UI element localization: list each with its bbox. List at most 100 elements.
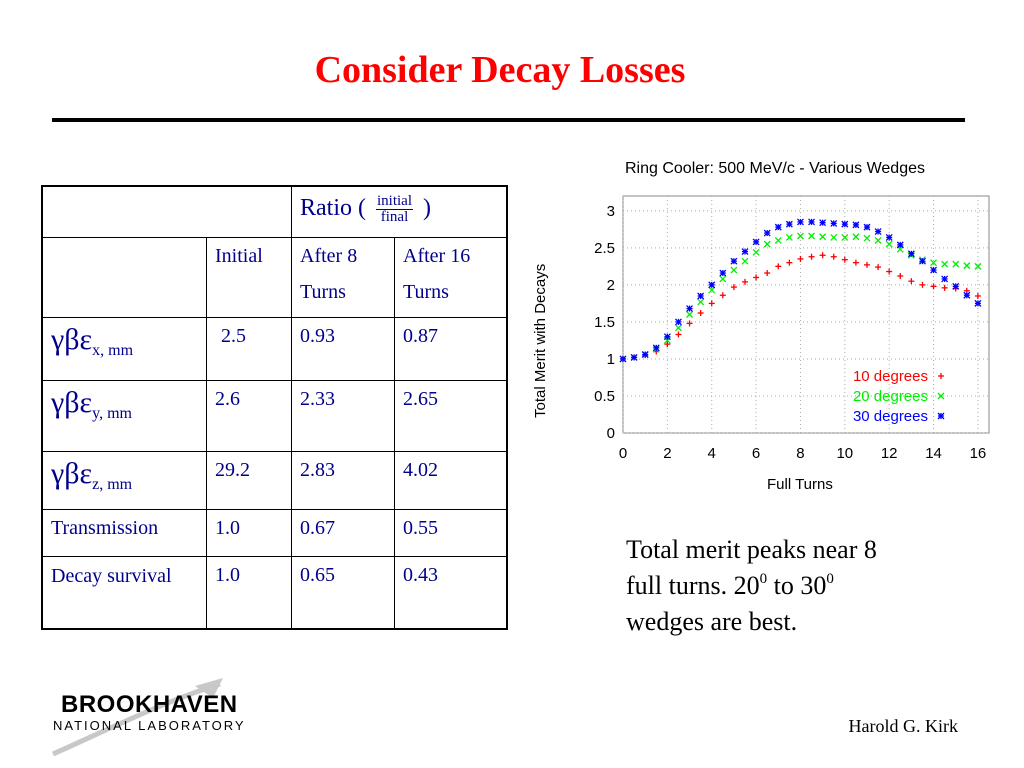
data-point xyxy=(808,232,816,240)
data-point xyxy=(730,257,738,265)
legend-entry: 20 degrees xyxy=(853,388,928,405)
cell-value: 29.2 xyxy=(206,451,292,510)
data-point xyxy=(907,250,915,258)
data-point xyxy=(930,266,938,274)
y-axis-ticks: 0 0.5 1 1.5 2 2.5 3 xyxy=(594,203,615,442)
data-point xyxy=(963,262,971,270)
cell-value: 2.5 xyxy=(206,317,292,381)
data-point xyxy=(885,240,893,248)
row-label-decay-survival: Decay survival xyxy=(41,556,207,629)
chart-legend: 10 degrees 20 degrees 30 degrees xyxy=(853,368,945,425)
plot-frame xyxy=(622,195,990,434)
title-divider xyxy=(52,118,965,122)
data-point xyxy=(641,351,649,358)
data-point xyxy=(841,220,849,228)
data-point xyxy=(885,234,893,241)
data-point xyxy=(675,331,682,338)
y-tick-label: 0.5 xyxy=(594,388,615,405)
table-row: γβεx, mm 2.5 0.93 0.87 xyxy=(41,317,508,381)
cell-value: 0.87 xyxy=(394,317,508,381)
chart-title: Ring Cooler: 500 MeV/c - Various Wedges xyxy=(625,160,925,177)
y-tick-label: 3 xyxy=(607,203,615,220)
header-initial: Initial xyxy=(206,237,292,318)
data-point xyxy=(730,284,737,291)
cell-value: 2.6 xyxy=(206,380,292,452)
legend-entry: 10 degrees xyxy=(853,368,928,385)
ratio-numerator: initial xyxy=(376,192,413,210)
ratio-denominator: final xyxy=(380,208,409,225)
data-point xyxy=(919,281,926,288)
data-point xyxy=(974,299,982,307)
brookhaven-logo: BROOKHAVEN NATIONAL LABORATORY xyxy=(51,678,246,756)
header-after-8: After 8 Turns xyxy=(291,237,395,318)
x-tick-label: 16 xyxy=(970,445,987,462)
data-point xyxy=(719,269,727,277)
x-tick-label: 6 xyxy=(752,445,760,462)
data-point xyxy=(819,233,827,241)
data-point xyxy=(775,263,782,270)
caption-line: full turns. 200 to 300 xyxy=(626,571,834,600)
data-point xyxy=(830,219,838,227)
data-point xyxy=(708,300,715,307)
data-point xyxy=(619,355,627,363)
data-point xyxy=(874,236,882,244)
y-tick-label: 2 xyxy=(607,277,615,294)
data-point xyxy=(908,278,915,285)
data-point xyxy=(930,283,937,290)
y-tick-label: 1 xyxy=(607,351,615,368)
data-point xyxy=(830,253,837,260)
data-point xyxy=(774,223,782,231)
data-point xyxy=(763,240,771,248)
x-tick-label: 2 xyxy=(663,445,671,462)
legend-marker xyxy=(937,392,945,400)
data-points xyxy=(619,218,982,363)
data-point xyxy=(952,260,960,268)
x-tick-label: 0 xyxy=(619,445,627,462)
cell-value: 0.43 xyxy=(394,556,508,629)
cell-value: 4.02 xyxy=(394,451,508,510)
caption-line: wedges are best. xyxy=(626,607,798,636)
data-point xyxy=(763,229,771,237)
ratio-header-cell: Ratio ( initial final ) xyxy=(291,185,508,238)
data-point xyxy=(719,275,727,283)
data-point xyxy=(863,223,871,231)
data-point xyxy=(841,256,848,263)
x-axis-ticks: 0 2 4 6 8 10 12 14 16 xyxy=(619,445,986,462)
data-point xyxy=(686,311,694,318)
data-point xyxy=(863,234,871,242)
data-point xyxy=(930,259,938,267)
row-label-emittance-x: γβεx, mm xyxy=(41,317,207,381)
data-point xyxy=(952,282,960,290)
y-tick-label: 0 xyxy=(607,425,615,442)
y-tick-label: 1.5 xyxy=(594,314,615,331)
data-point xyxy=(686,305,694,313)
data-point xyxy=(875,264,882,271)
x-axis-label: Full Turns xyxy=(767,476,833,493)
data-point xyxy=(852,259,859,266)
cell-value: 1.0 xyxy=(206,509,292,557)
data-point xyxy=(896,241,904,249)
table-header-row: Ratio ( initial final ) xyxy=(41,185,508,238)
data-point xyxy=(752,248,760,256)
data-point xyxy=(697,298,705,306)
x-tick-label: 8 xyxy=(796,445,804,462)
cell-value: 2.33 xyxy=(291,380,395,452)
data-point xyxy=(941,275,949,283)
data-point xyxy=(797,255,804,262)
row-label-transmission: Transmission xyxy=(41,509,207,557)
slide-title: Consider Decay Losses xyxy=(314,49,686,91)
data-point xyxy=(708,281,716,289)
data-point xyxy=(730,266,738,274)
data-point xyxy=(664,341,671,348)
data-point xyxy=(786,259,793,266)
cell-value: 0.65 xyxy=(291,556,395,629)
y-axis-label: Total Merit with Decays xyxy=(532,264,549,418)
data-point xyxy=(785,234,793,241)
cell-value: 0.93 xyxy=(291,317,395,381)
data-point xyxy=(796,218,804,226)
data-point xyxy=(697,310,704,317)
logo-subtitle: NATIONAL LABORATORY xyxy=(53,718,246,733)
table-corner-cell xyxy=(41,185,292,238)
data-point xyxy=(630,353,638,361)
ratio-fraction: initial final xyxy=(376,192,413,225)
